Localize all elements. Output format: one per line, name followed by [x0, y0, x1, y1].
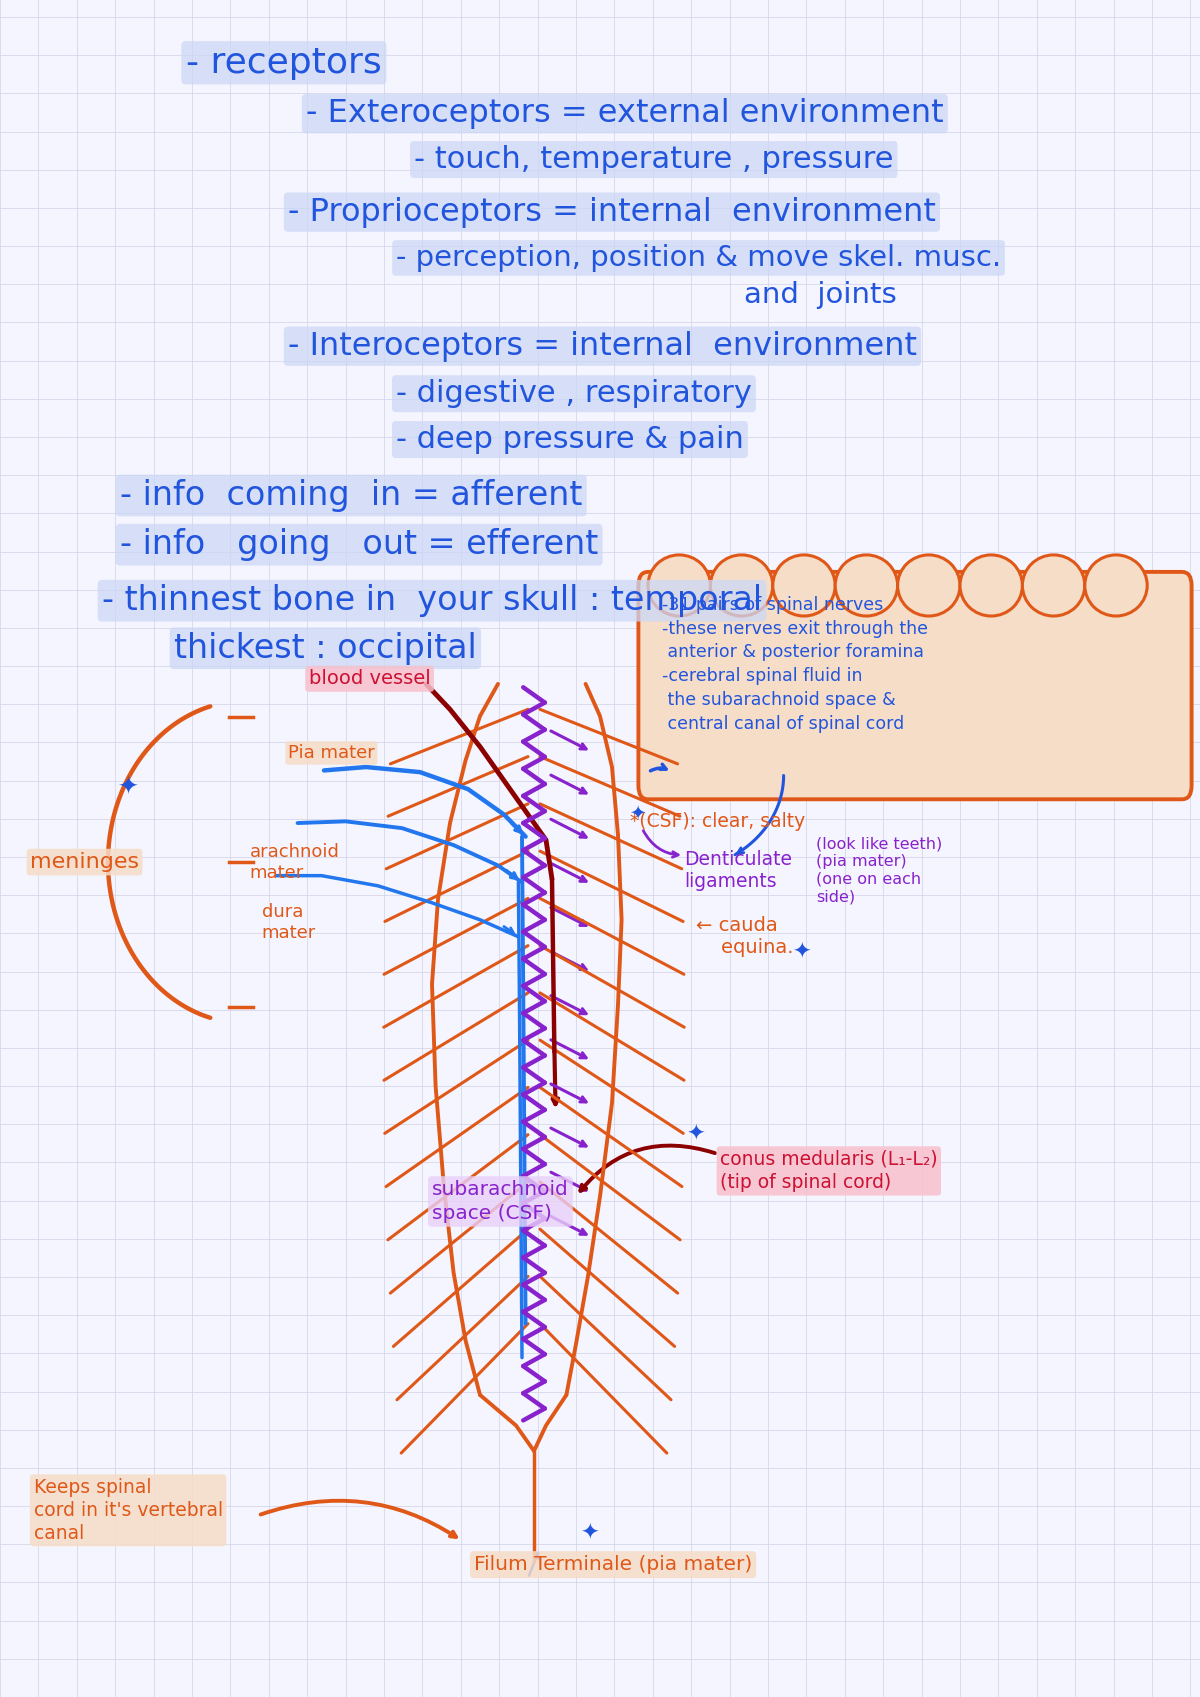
Ellipse shape — [710, 555, 773, 616]
Ellipse shape — [648, 555, 710, 616]
Text: ✦: ✦ — [686, 1125, 706, 1144]
Text: subarachnoid
space (CSF): subarachnoid space (CSF) — [432, 1179, 569, 1224]
Text: *(CSF): clear, salty: *(CSF): clear, salty — [630, 811, 805, 832]
Text: - Interoceptors = internal  environment: - Interoceptors = internal environment — [288, 331, 917, 361]
Text: meninges: meninges — [30, 852, 139, 872]
Text: - perception, position & move skel. musc.: - perception, position & move skel. musc… — [396, 244, 1001, 272]
Text: - Exteroceptors = external environment: - Exteroceptors = external environment — [306, 98, 943, 129]
Ellipse shape — [1022, 555, 1085, 616]
Text: ✦: ✦ — [629, 803, 646, 821]
Text: Pia mater: Pia mater — [288, 743, 374, 762]
Text: ✦: ✦ — [118, 776, 139, 799]
Text: Denticulate
ligaments: Denticulate ligaments — [684, 850, 792, 891]
Text: - touch, temperature , pressure: - touch, temperature , pressure — [414, 144, 894, 175]
Text: blood vessel: blood vessel — [308, 669, 431, 689]
Text: dura
mater: dura mater — [262, 903, 316, 942]
Text: (look like teeth)
(pia mater)
(one on each
side): (look like teeth) (pia mater) (one on ea… — [816, 837, 942, 905]
Text: - info   going   out = efferent: - info going out = efferent — [120, 528, 599, 562]
FancyBboxPatch shape — [638, 572, 1192, 799]
Text: - Proprioceptors = internal  environment: - Proprioceptors = internal environment — [288, 197, 936, 227]
Text: - thinnest bone in  your skull : temporal: - thinnest bone in your skull : temporal — [102, 584, 762, 618]
Text: Keeps spinal
cord in it's vertebral
canal: Keeps spinal cord in it's vertebral cana… — [34, 1478, 223, 1543]
Text: - info  coming  in = afferent: - info coming in = afferent — [120, 479, 582, 512]
Text: -31 pairs of spinal nerves
-these nerves exit through the
 anterior & posterior : -31 pairs of spinal nerves -these nerves… — [662, 596, 929, 733]
Text: - receptors: - receptors — [186, 46, 382, 80]
Text: arachnoid
mater: arachnoid mater — [250, 843, 340, 882]
Ellipse shape — [898, 555, 960, 616]
Text: ✦: ✦ — [792, 944, 811, 962]
Ellipse shape — [773, 555, 835, 616]
Text: ✦: ✦ — [580, 1524, 599, 1543]
Text: conus medularis (L₁-L₂)
(tip of spinal cord): conus medularis (L₁-L₂) (tip of spinal c… — [720, 1149, 937, 1193]
Text: - digestive , respiratory: - digestive , respiratory — [396, 378, 752, 409]
Text: ← cauda
    equina.: ← cauda equina. — [696, 916, 793, 957]
Ellipse shape — [960, 555, 1022, 616]
Text: and  joints: and joints — [744, 282, 896, 309]
Ellipse shape — [1085, 555, 1147, 616]
Text: Filum Terminale (pia mater): Filum Terminale (pia mater) — [474, 1554, 752, 1575]
Ellipse shape — [835, 555, 898, 616]
Text: thickest : occipital: thickest : occipital — [174, 631, 476, 665]
Text: - deep pressure & pain: - deep pressure & pain — [396, 424, 744, 455]
